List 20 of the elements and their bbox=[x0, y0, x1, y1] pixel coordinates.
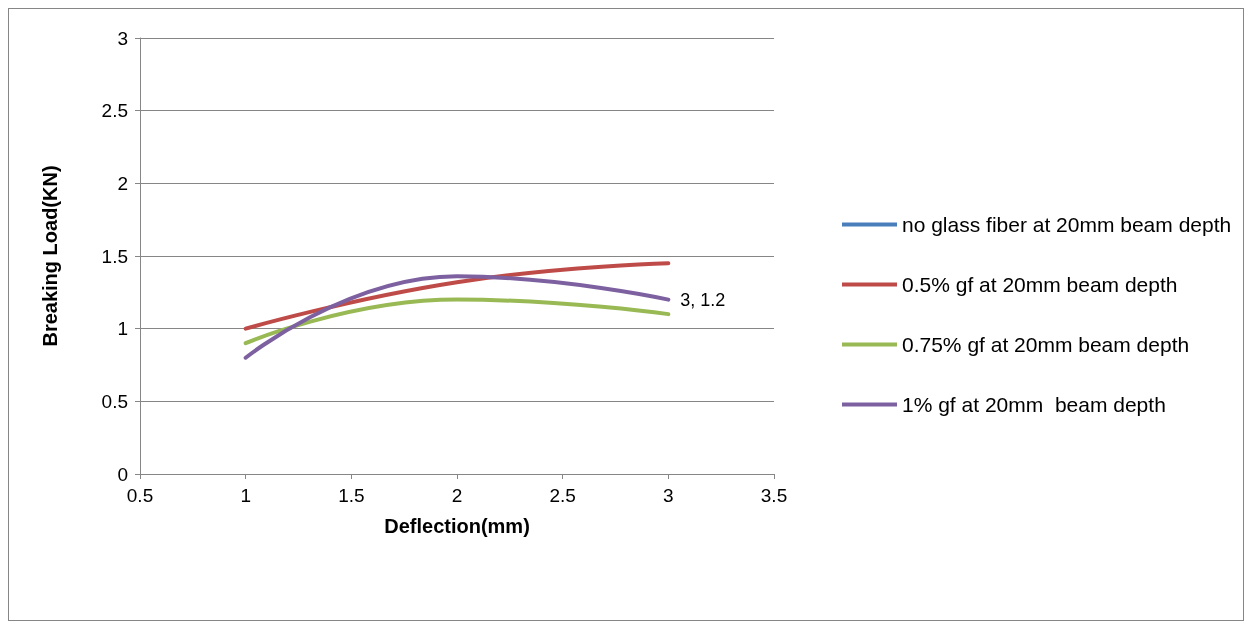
legend-label: 1% gf at 20mm beam depth bbox=[902, 393, 1166, 416]
y-tick-label: 1 bbox=[117, 318, 128, 340]
y-tick-label: 0.5 bbox=[101, 390, 128, 412]
y-tick-label: 0 bbox=[117, 463, 128, 485]
x-axis-title: Deflection(mm) bbox=[384, 515, 530, 537]
legend-label: 0.75% gf at 20mm beam depth bbox=[902, 333, 1190, 356]
y-tick-label: 2.5 bbox=[101, 100, 128, 122]
x-tick-label: 2 bbox=[451, 485, 463, 506]
legend-label: no glass fiber at 20mm beam depth bbox=[902, 213, 1232, 236]
x-tick-label: 3 bbox=[663, 485, 674, 506]
y-tick-label: 1.5 bbox=[101, 245, 128, 267]
y-tick-label: 3 bbox=[117, 27, 128, 49]
x-tick-label: 1.5 bbox=[338, 485, 365, 506]
y-tick-label: 2 bbox=[117, 172, 128, 194]
data-label: 3, 1.2 bbox=[680, 289, 726, 310]
y-axis-title: Breaking Load(KN) bbox=[39, 165, 61, 347]
legend-label: 0.5% gf at 20mm beam depth bbox=[902, 273, 1178, 296]
x-tick-label: 1 bbox=[240, 485, 251, 506]
x-tick-label: 2.5 bbox=[549, 485, 576, 506]
x-tick-label: 3.5 bbox=[760, 485, 788, 506]
